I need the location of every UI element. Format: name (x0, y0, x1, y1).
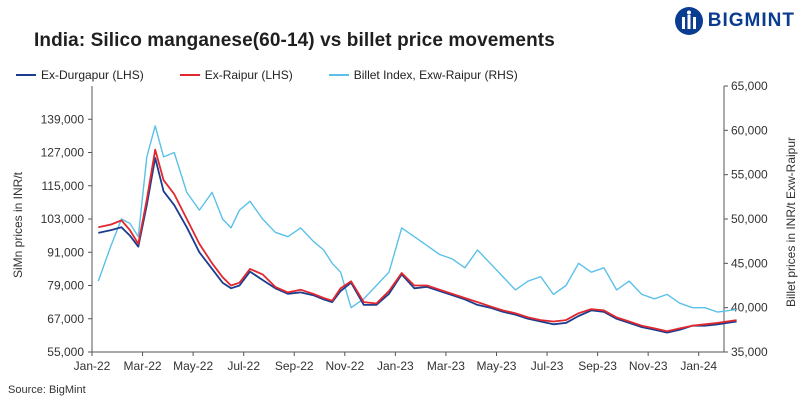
left-tick-label: 67,000 (47, 312, 84, 326)
series-layer (97, 125, 737, 334)
left-tick-label: 139,000 (41, 112, 85, 126)
x-tick-label: May-23 (476, 359, 516, 373)
x-tick-label: Nov-22 (325, 359, 364, 373)
x-tick-label: Jan-23 (377, 359, 414, 373)
x-tick-label: Nov-23 (629, 359, 668, 373)
right-tick-label: 45,000 (731, 256, 768, 270)
right-tick-label: 65,000 (731, 79, 768, 93)
brand-name: BIGMINT (707, 10, 795, 31)
legend-label-durgapur: Ex-Durgapur (LHS) (41, 68, 144, 82)
x-tick-label: Mar-22 (124, 359, 162, 373)
legend-swatch-raipur (179, 74, 200, 76)
left-tick-label: 115,000 (42, 179, 85, 193)
legend-label-billet: Billet Index, Exw-Raipur (RHS) (353, 68, 518, 82)
x-tick-label: Sep-22 (275, 359, 314, 373)
series-line-raipur (98, 148, 737, 333)
right-tick-label: 40,000 (731, 301, 768, 315)
left-tick-label: 55,000 (47, 345, 84, 359)
brand-logo: BIGMINT (674, 6, 795, 36)
x-tick-label: Jul-22 (227, 359, 260, 373)
legend-item-durgapur: Ex-Durgapur (LHS) (16, 68, 144, 82)
x-tick-label: Mar-23 (427, 359, 465, 373)
legend-item-billet: Billet Index, Exw-Raipur (RHS) (328, 68, 518, 82)
series-line-billet (97, 125, 737, 313)
legend-item-raipur: Ex-Raipur (LHS) (179, 68, 293, 82)
left-tick-label: 103,000 (41, 212, 85, 226)
bigmint-logo-icon (674, 7, 703, 35)
legend-swatch-durgapur (16, 74, 36, 76)
x-tick-label: Jul-23 (531, 359, 564, 373)
x-tick-label: May-22 (173, 359, 213, 373)
x-tick-label: Sep-23 (578, 359, 617, 373)
right-tick-label: 55,000 (731, 168, 768, 182)
series-line-durgapur (98, 157, 737, 334)
legend-label-raipur: Ex-Raipur (LHS) (204, 68, 293, 82)
x-tick-labels: Jan-22 Mar-22 May-22 Jul-22 Sep-22 Nov-22 Jan-… (74, 352, 717, 373)
left-tick-label: 79,000 (47, 279, 84, 293)
left-tick-label: 127,000 (41, 146, 85, 160)
right-tick-label: 35,000 (731, 345, 768, 359)
chart-title: India: Silico manganese(60-14) vs billet… (34, 30, 555, 51)
x-tick-label: Jan-24 (680, 359, 717, 373)
chart-legend: Ex-Durgapur (LHS) Ex-Raipur (LHS) Billet… (16, 68, 554, 82)
legend-swatch-billet (328, 74, 349, 76)
right-tick-labels: 35,000 40,000 45,000 50,000 55,000 60,000 65,0… (724, 79, 768, 359)
left-tick-labels: 55,000 67,000 79,000 91,000 103,000 115,000 12… (41, 112, 92, 359)
right-axis-title: Billet prices in INR/t Exw-Raipur (784, 137, 798, 307)
right-tick-label: 60,000 (731, 123, 768, 137)
right-tick-label: 50,000 (731, 212, 768, 226)
left-tick-label: 91,000 (47, 245, 84, 259)
source-note: Source: BigMint (8, 384, 86, 396)
left-axis-title: SiMn prices in INR/t (11, 171, 25, 278)
x-tick-label: Jan-22 (74, 359, 111, 373)
